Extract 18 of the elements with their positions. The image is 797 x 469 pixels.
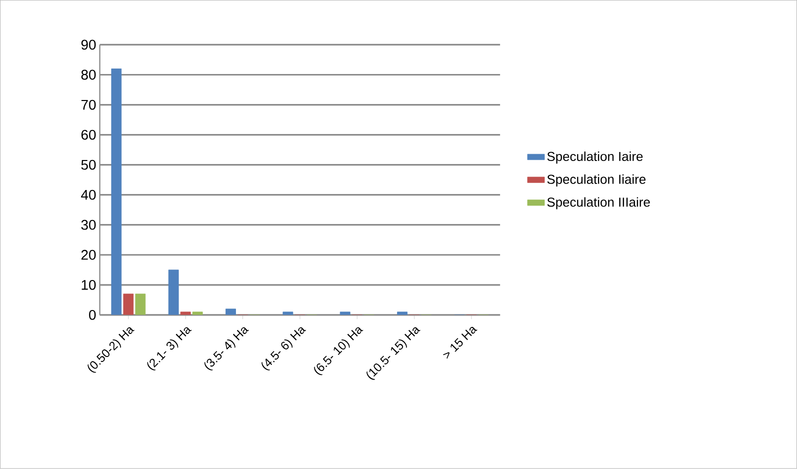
y-tick-label: 0 bbox=[89, 310, 96, 320]
legend-label: Speculation IIIaire bbox=[547, 197, 650, 210]
y-tick-label: 20 bbox=[81, 250, 96, 260]
y-tick-label: 60 bbox=[81, 130, 96, 140]
x-tick-label: (2.1- 3) Ha bbox=[147, 327, 192, 371]
legend-label: Speculation Iiaire bbox=[547, 174, 646, 187]
y-tick-label: 50 bbox=[81, 160, 96, 170]
y-tick-label: 40 bbox=[81, 190, 96, 200]
y-tick-label: 10 bbox=[82, 280, 96, 290]
x-tick-label: (3.5- 4) Ha bbox=[204, 327, 249, 371]
y-tick-label: 70 bbox=[81, 100, 96, 110]
x-tick-label: (4.5- 6) Ha bbox=[262, 327, 306, 371]
y-tick-label: 80 bbox=[81, 70, 96, 80]
x-tick-label: > 15 Ha bbox=[442, 327, 478, 359]
y-tick-label: 30 bbox=[81, 220, 96, 230]
x-tick-label: (6.5- 10) Ha bbox=[314, 327, 364, 376]
legend-label: Speculation Iaire bbox=[547, 152, 643, 164]
y-tick-label: 90 bbox=[81, 40, 96, 50]
